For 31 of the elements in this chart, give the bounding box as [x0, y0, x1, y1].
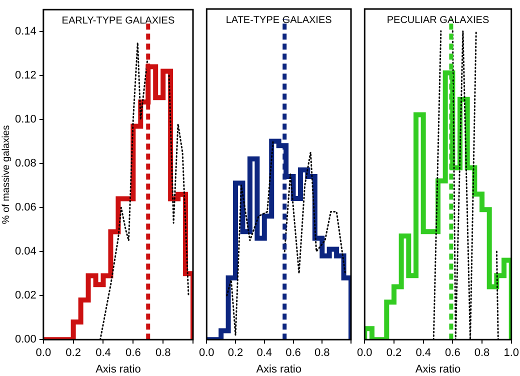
x-tick-label: 0.2 — [386, 347, 402, 360]
x-tick-label: 0.8 — [474, 347, 490, 360]
x-tick-label: 0.8 — [155, 347, 171, 360]
x-tick-label: 1.0 — [504, 347, 520, 360]
y-tick-label: 0.00 — [14, 334, 36, 346]
text: EARLY-TYPE GALAXIES — [62, 15, 175, 26]
x-tick-label: 0.6 — [286, 347, 301, 360]
y-tick-label: 0.04 — [14, 246, 36, 258]
x-axis-title: Axis ratio — [96, 363, 141, 376]
y-tick-label: 0.08 — [14, 158, 36, 170]
y-tick-label: 0.02 — [14, 290, 36, 302]
x-tick-label: 0.4 — [256, 347, 272, 360]
y-tick-label: 0.10 — [14, 114, 36, 126]
y-tick-label: 0.14 — [14, 26, 36, 38]
x-tick-label: 0.8 — [314, 347, 330, 360]
x-tick-label: 0.0 — [36, 347, 52, 360]
x-tick-label: 0.4 — [416, 347, 431, 360]
text: LATE-TYPE GALAXIES — [226, 14, 332, 26]
x-tick-label: 0.0 — [198, 347, 214, 360]
x-tick-label: 0.6 — [445, 347, 460, 360]
x-axis-title: Axis ratio — [256, 363, 302, 376]
y-axis-title: % of massive galaxies — [0, 125, 12, 224]
x-tick-label: 0.0 — [356, 347, 372, 360]
y-tick-label: 0.12 — [14, 70, 36, 82]
y-tick-label: 0.06 — [14, 202, 36, 214]
x-tick-label: 0.2 — [66, 347, 81, 360]
x-axis-title: Axis ratio — [415, 363, 461, 376]
x-tick-label: 0.6 — [126, 347, 141, 360]
x-tick-label: 0.4 — [96, 347, 111, 360]
x-tick-label: 0.2 — [228, 347, 244, 360]
text: PECULIAR GALAXIES — [386, 14, 490, 26]
